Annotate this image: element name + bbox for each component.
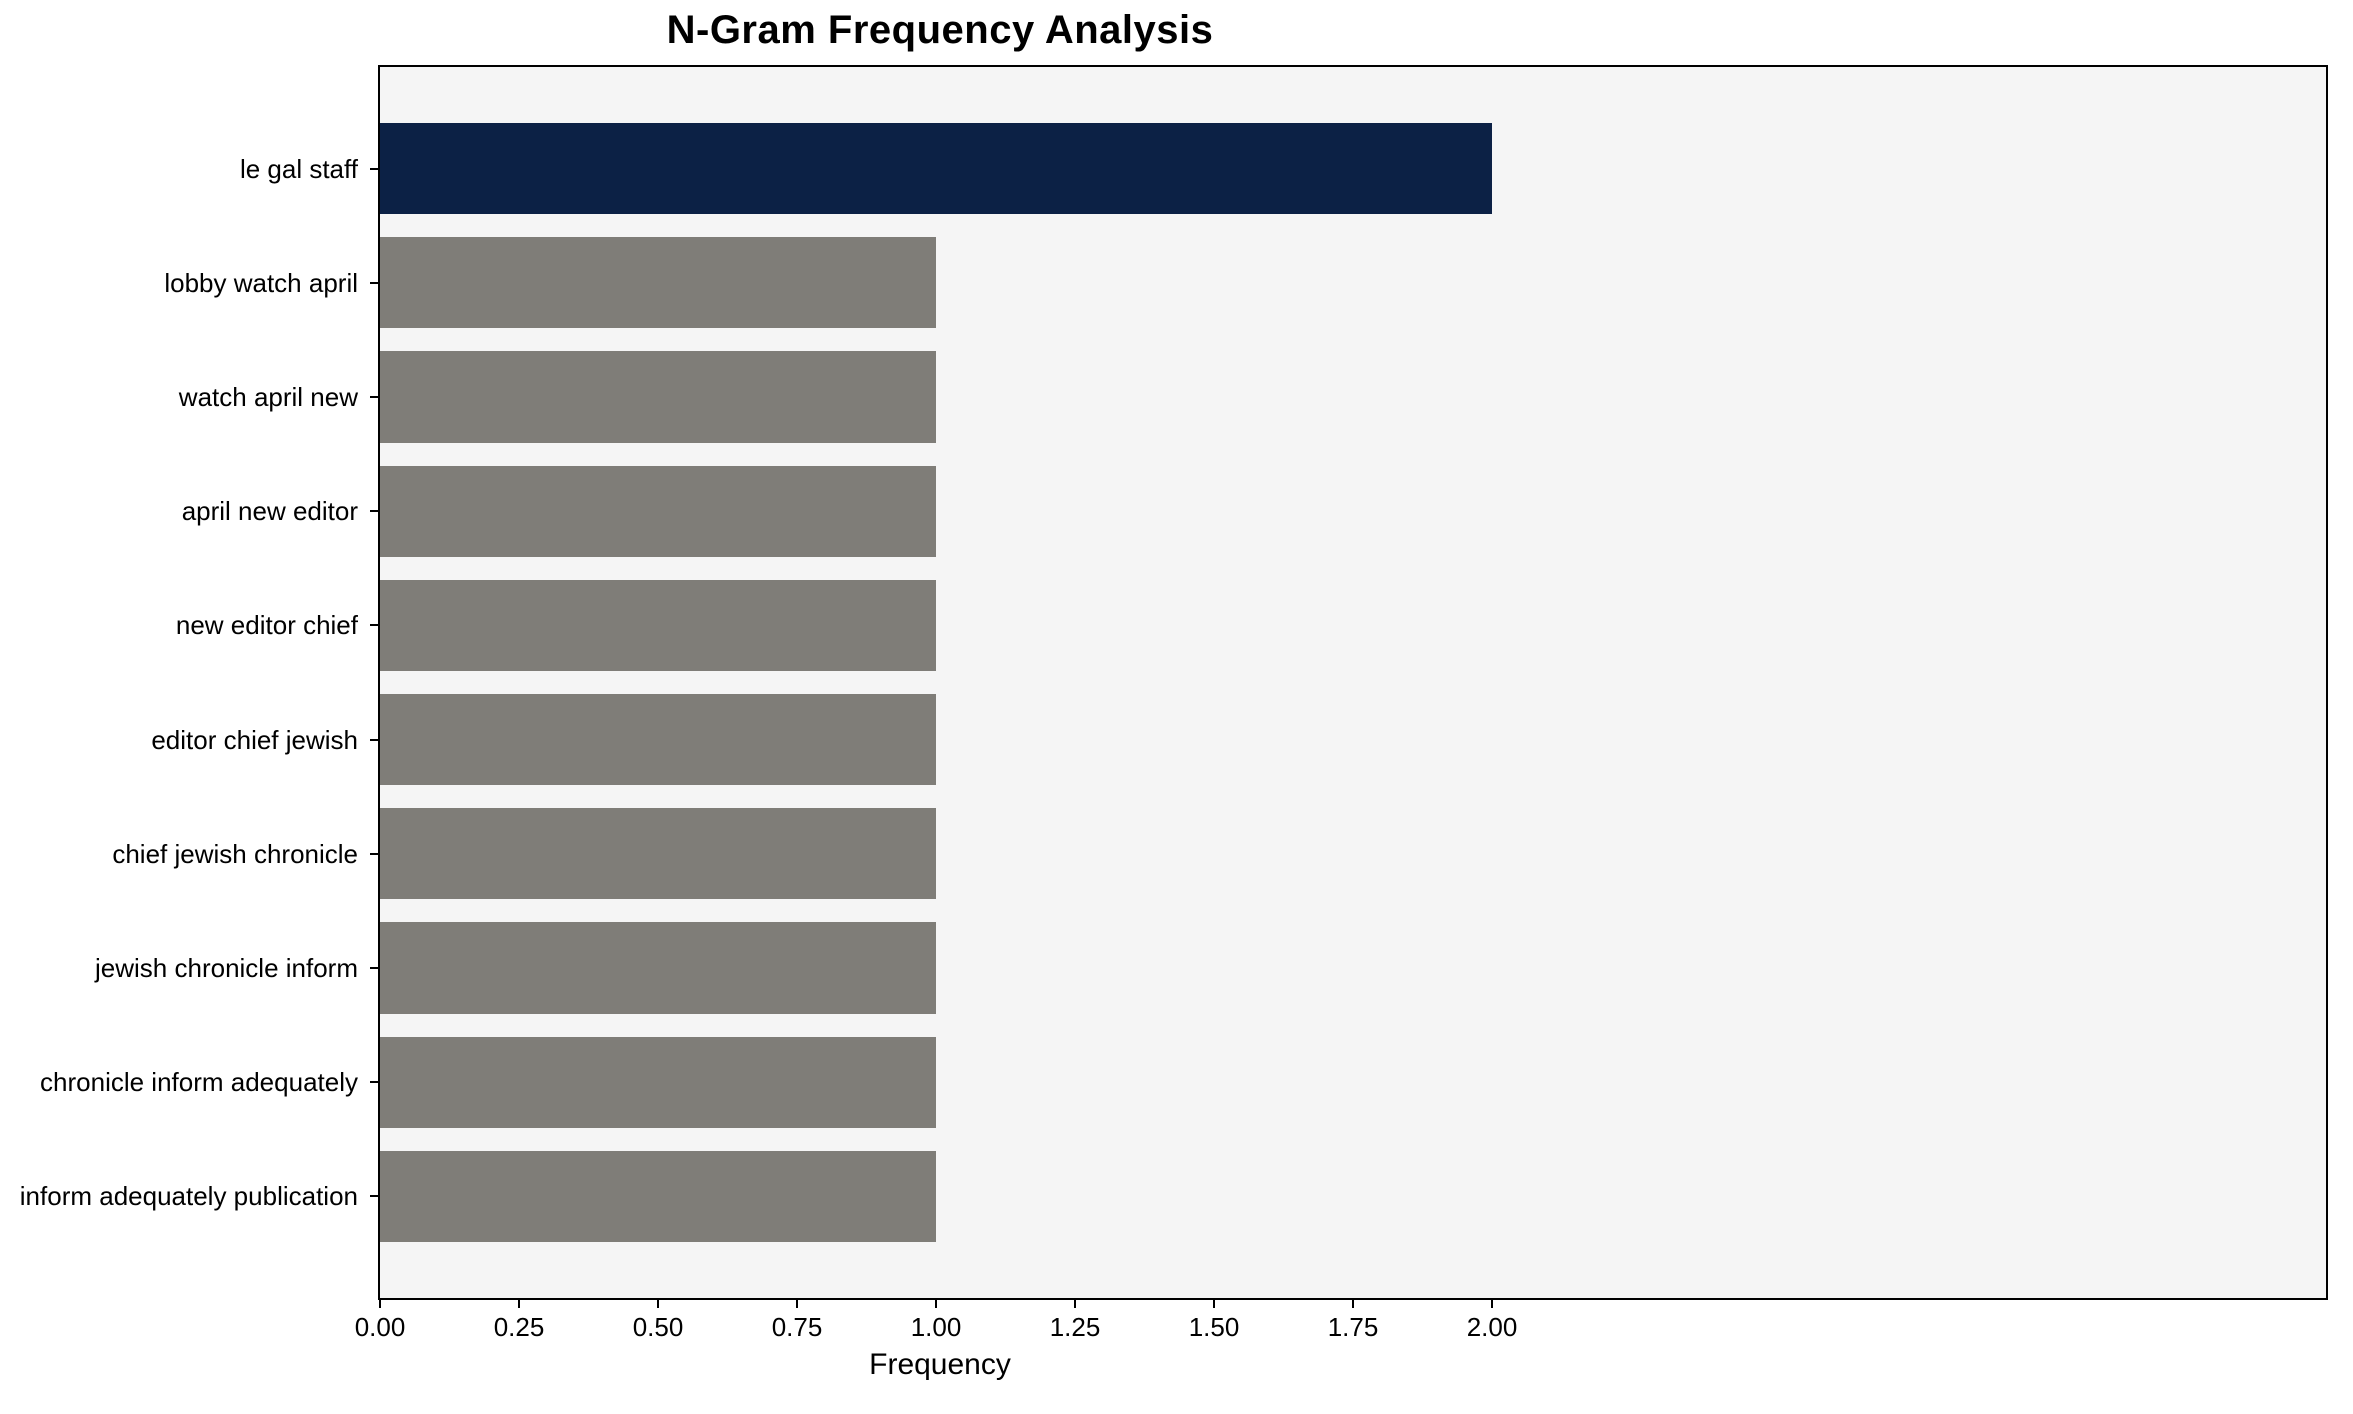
y-tick-mark bbox=[370, 167, 378, 170]
y-tick-label: lobby watch april bbox=[164, 267, 358, 298]
y-tick-label: chronicle inform adequately bbox=[40, 1067, 358, 1098]
y-tick-label: watch april new bbox=[178, 382, 358, 412]
y-tick-mark bbox=[370, 738, 378, 741]
x-tick-mark bbox=[518, 1300, 520, 1308]
bar-chief-jewish-chronicle bbox=[380, 808, 936, 900]
y-tick-mark bbox=[370, 624, 378, 627]
x-tick-label: 1.75 bbox=[1327, 1312, 1379, 1342]
x-tick-label: 1.00 bbox=[910, 1312, 962, 1342]
bar-watch-april-new bbox=[380, 351, 936, 443]
x-tick-label: 0.75 bbox=[771, 1312, 823, 1342]
bar-le-gal-staff bbox=[380, 123, 1492, 215]
x-tick-mark bbox=[935, 1300, 937, 1308]
bar-inform-adequately-publication bbox=[380, 1150, 936, 1243]
y-tick-label: jewish chronicle inform bbox=[95, 953, 358, 983]
chart-title: N-Gram Frequency Analysis bbox=[666, 8, 1214, 52]
bar-new-editor-chief bbox=[380, 579, 936, 672]
y-tick-label: editor chief jewish bbox=[151, 724, 358, 755]
x-tick-mark bbox=[1491, 1300, 1493, 1308]
plot-area bbox=[378, 65, 2328, 1300]
y-tick-label: april new editor bbox=[181, 496, 358, 527]
x-tick-mark bbox=[657, 1300, 659, 1308]
bar-chronicle-inform-adequately bbox=[380, 1036, 936, 1128]
x-tick-label: 0.00 bbox=[354, 1312, 406, 1342]
x-tick-mark bbox=[1213, 1300, 1215, 1308]
y-tick-mark bbox=[370, 396, 378, 398]
bar-editor-chief-jewish bbox=[380, 693, 936, 786]
x-tick-label: 2.00 bbox=[1466, 1312, 1518, 1342]
y-tick-mark bbox=[370, 1195, 378, 1198]
y-tick-mark bbox=[370, 1081, 378, 1084]
y-tick-label: le gal staff bbox=[239, 153, 358, 184]
x-tick-mark bbox=[1074, 1300, 1076, 1308]
bar-jewish-chronicle-inform bbox=[380, 922, 936, 1014]
bar-lobby-watch-april bbox=[380, 237, 936, 329]
x-tick-label: 1.25 bbox=[1049, 1312, 1101, 1342]
x-tick-label: 1.50 bbox=[1188, 1312, 1240, 1342]
x-tick-mark bbox=[796, 1300, 798, 1308]
y-tick-label: chief jewish chronicle bbox=[112, 838, 358, 869]
y-tick-label: new editor chief bbox=[175, 610, 358, 641]
x-tick-mark bbox=[379, 1300, 381, 1308]
bar-april-new-editor bbox=[380, 465, 936, 557]
x-tick-mark bbox=[1352, 1300, 1354, 1308]
y-tick-mark bbox=[370, 281, 378, 284]
x-tick-label: 0.25 bbox=[493, 1312, 545, 1342]
y-tick-label: inform adequately publication bbox=[19, 1181, 358, 1212]
y-tick-mark bbox=[370, 967, 378, 969]
x-axis-label: Frequency bbox=[869, 1348, 1011, 1381]
y-tick-mark bbox=[370, 852, 378, 855]
y-tick-mark bbox=[370, 510, 378, 513]
x-tick-label: 0.50 bbox=[632, 1312, 684, 1342]
